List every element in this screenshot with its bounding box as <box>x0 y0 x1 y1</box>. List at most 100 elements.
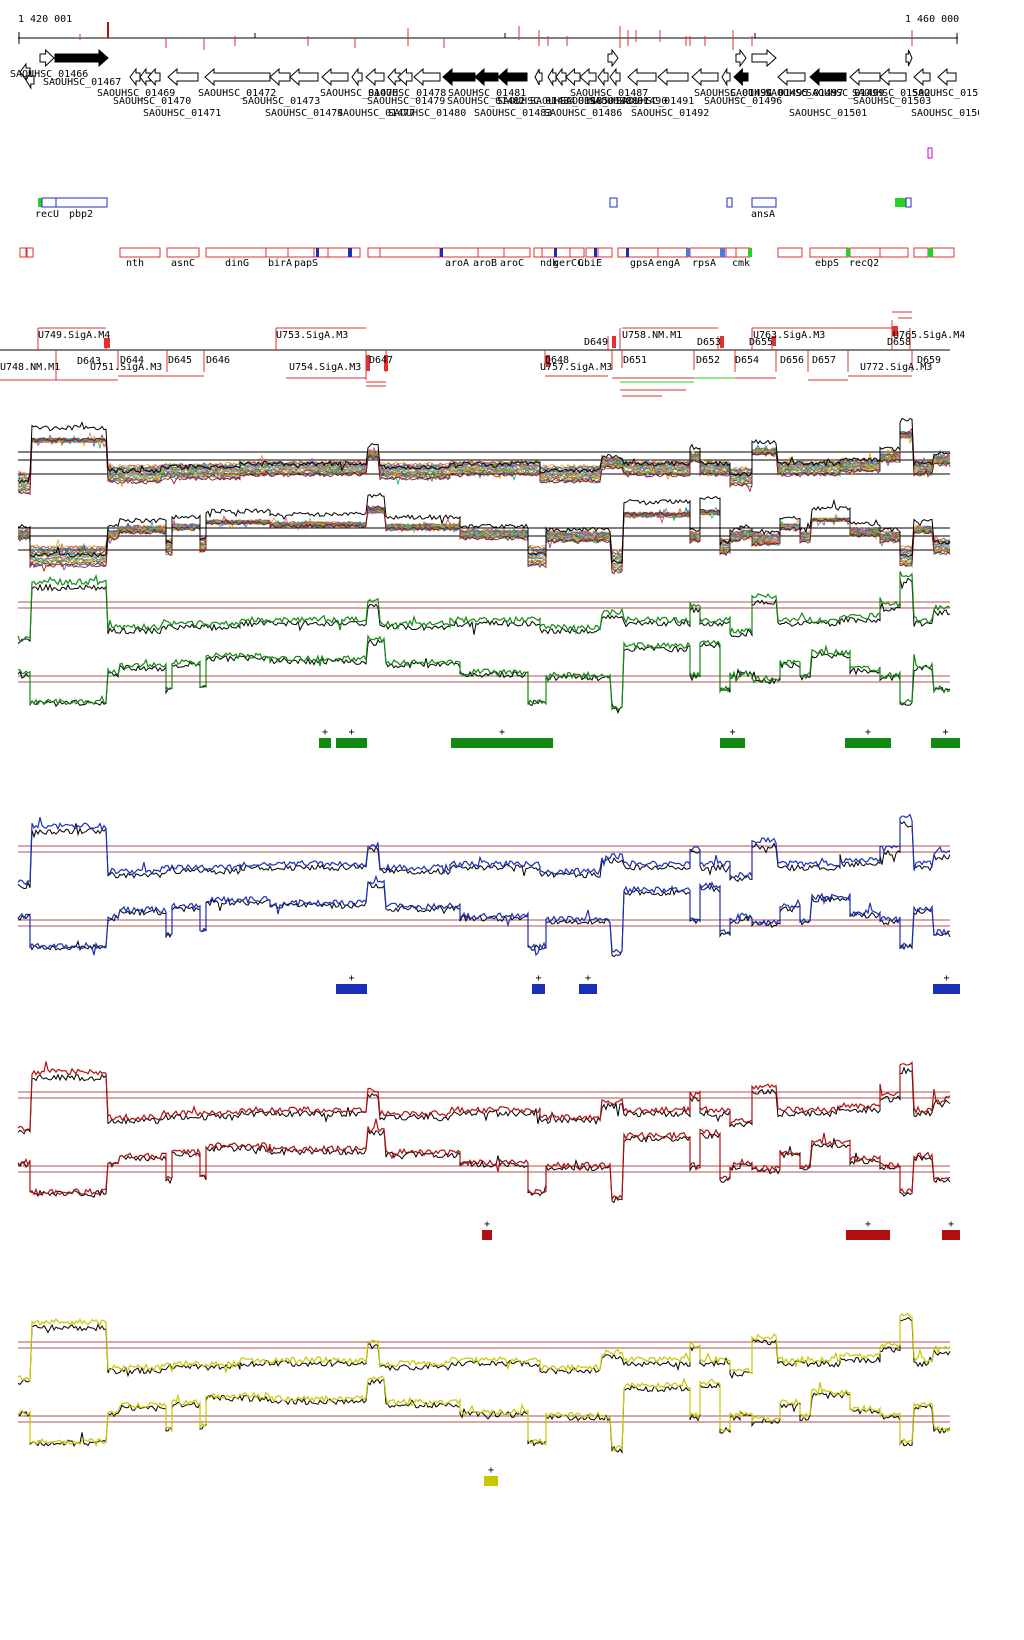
significance-bar <box>931 738 960 748</box>
transcript-label[interactable]: D653 <box>697 337 721 348</box>
transcript-label[interactable]: D646 <box>206 355 230 366</box>
known-gene-label[interactable]: recU <box>35 209 59 220</box>
gene-label[interactable]: SAOUHSC_01485 <box>530 96 608 107</box>
feature-label[interactable]: nth <box>126 258 144 269</box>
feature-label[interactable]: rpsA <box>692 258 716 269</box>
transcript-label[interactable]: D647 <box>369 355 393 366</box>
transcript-label[interactable]: D652 <box>696 355 720 366</box>
gene-label[interactable]: SAOUHSC_01486 <box>544 108 622 119</box>
control-profile <box>17 577 951 644</box>
significance-bar <box>336 738 367 748</box>
gene-label[interactable]: SAOUHSC_01490 <box>589 96 667 107</box>
feature-label[interactable]: ebpS <box>815 258 839 269</box>
transcript-label[interactable]: D654 <box>735 355 759 366</box>
transcript-label[interactable]: U751.SigA.M3 <box>90 362 162 373</box>
gene-label[interactable]: SAOUHSC_01487 <box>570 88 648 99</box>
transcript-label[interactable]: U749.SigA.M4 <box>38 330 110 341</box>
known-gene-label[interactable]: ansA <box>751 209 775 220</box>
feature-label[interactable]: aroC <box>500 258 524 269</box>
feature-box <box>327 247 361 258</box>
gene-arrow <box>657 67 689 87</box>
gene-label[interactable]: SAOUHSC_01503 <box>853 96 931 107</box>
gene-label[interactable]: SAOUHSC_01496 <box>704 96 782 107</box>
magenta-marker <box>927 147 933 159</box>
gene-label[interactable]: SAOUHSC_01479 <box>367 96 445 107</box>
gene-arrow <box>597 67 609 87</box>
gene-label[interactable]: SAOUHSC_01478 <box>368 88 446 99</box>
gene-label[interactable]: SAOUHSC_01476 <box>320 88 398 99</box>
transcript-label[interactable]: D643 <box>77 356 101 367</box>
transcript-label[interactable]: U758.NM.M1 <box>622 330 682 341</box>
feature-label[interactable]: birA <box>268 258 292 269</box>
gene-label[interactable]: SAOUHSC_01499 <box>806 88 884 99</box>
gene-label[interactable]: SAOUHSC_01491 <box>616 96 694 107</box>
transcript-label[interactable]: D656 <box>780 355 804 366</box>
transcript-label[interactable]: D649 <box>584 337 608 348</box>
condition-profile <box>17 813 951 886</box>
sample-profile <box>17 427 951 496</box>
gene-label[interactable]: SAOUHSC_01481 <box>448 88 526 99</box>
transcript-label[interactable]: U757.SigA.M3 <box>540 362 612 373</box>
transcript-label[interactable]: D648 <box>545 355 569 366</box>
gene-label[interactable]: SAOUHSC_01502 <box>852 88 930 99</box>
gene-arrow <box>751 48 777 68</box>
significance-plus: + <box>349 727 355 738</box>
gene-label[interactable]: SAOUHSC_01477 <box>337 108 415 119</box>
known-gene-label[interactable]: pbp2 <box>69 209 93 220</box>
condition-expression-panels <box>17 571 951 1455</box>
feature-label[interactable]: papS <box>294 258 318 269</box>
gene-label[interactable]: SAOUHSC_01484 <box>497 96 575 107</box>
feature-box <box>26 247 34 258</box>
gene-label[interactable]: SAOUHSC_01469 <box>97 88 175 99</box>
feature-label[interactable]: aroB <box>473 258 497 269</box>
feature-label[interactable]: asnC <box>171 258 195 269</box>
transcript-label[interactable]: U748.NM.M1 <box>0 362 60 373</box>
feature-label[interactable]: engA <box>656 258 680 269</box>
gene-label[interactable]: SAOUHSC_01495 <box>730 88 808 99</box>
transcript-label[interactable]: D645 <box>168 355 192 366</box>
gene-label[interactable]: SAOUHSC_01480 <box>388 108 466 119</box>
gene-label[interactable]: SAOUHSC_01505 <box>912 88 979 99</box>
control-profile <box>17 1316 951 1386</box>
gene-label[interactable]: SAOUHSC_01494 <box>694 88 772 99</box>
transcript-label[interactable]: U765.SigA.M4 <box>893 330 965 341</box>
gene-label[interactable]: SAOUHSC_01506 <box>911 108 979 119</box>
gene-label[interactable]: SAOUHSC_01471 <box>143 108 221 119</box>
gene-label[interactable]: SAOUHSC_01492 <box>631 108 709 119</box>
significance-bar <box>720 738 745 748</box>
transcript-tss <box>772 336 776 346</box>
feature-label[interactable]: recQ2 <box>849 258 879 269</box>
feature-box <box>166 247 200 258</box>
transcript-label[interactable]: D657 <box>812 355 836 366</box>
gene-label[interactable]: SAOUHSC_01497 <box>765 88 843 99</box>
gene-label[interactable]: SAOUHSC_01470 <box>113 96 191 107</box>
feature-label[interactable]: gpsA <box>630 258 654 269</box>
feature-label[interactable]: ndk <box>540 258 558 269</box>
feature-label[interactable]: aroA <box>445 258 469 269</box>
gene-label[interactable]: SAOUHSC_01466 <box>10 69 88 80</box>
gene-label[interactable]: SAOUHSC_01473 <box>242 96 320 107</box>
feature-label[interactable]: ubiE <box>578 258 602 269</box>
feature-label[interactable]: gerCC <box>553 258 583 269</box>
transcript-label[interactable]: U754.SigA.M3 <box>289 362 361 373</box>
transcript-label[interactable]: D658 <box>887 337 911 348</box>
transcript-label[interactable]: D651 <box>623 355 647 366</box>
transcript-label[interactable]: U772.SigA.M3 <box>860 362 932 373</box>
transcript-label[interactable]: D655 <box>749 337 773 348</box>
gene-label[interactable]: SAOUHSC_01474 <box>265 108 343 119</box>
transcript-tss <box>892 326 898 336</box>
gene-label[interactable]: SAOUHSC_01482 <box>447 96 525 107</box>
significance-plus: + <box>499 727 505 738</box>
gene-label[interactable]: SAOUHSC_01467 <box>43 77 121 88</box>
transcript-label[interactable]: U763.SigA.M3 <box>753 330 825 341</box>
transcript-label[interactable]: U753.SigA.M3 <box>276 330 348 341</box>
feature-highlight <box>928 248 933 257</box>
feature-label[interactable]: dinG <box>225 258 249 269</box>
gene-label[interactable]: SAOUHSC_01483 <box>474 108 552 119</box>
gene-label[interactable]: SAOUHSC_01472 <box>198 88 276 99</box>
gene-label[interactable]: SAOUHSC_01501 <box>789 108 867 119</box>
transcript-label[interactable]: D644 <box>120 355 144 366</box>
transcript-label[interactable]: D659 <box>917 355 941 366</box>
feature-label[interactable]: cmk <box>732 258 750 269</box>
gene-label[interactable]: SAOUHSC_01488 <box>560 96 638 107</box>
